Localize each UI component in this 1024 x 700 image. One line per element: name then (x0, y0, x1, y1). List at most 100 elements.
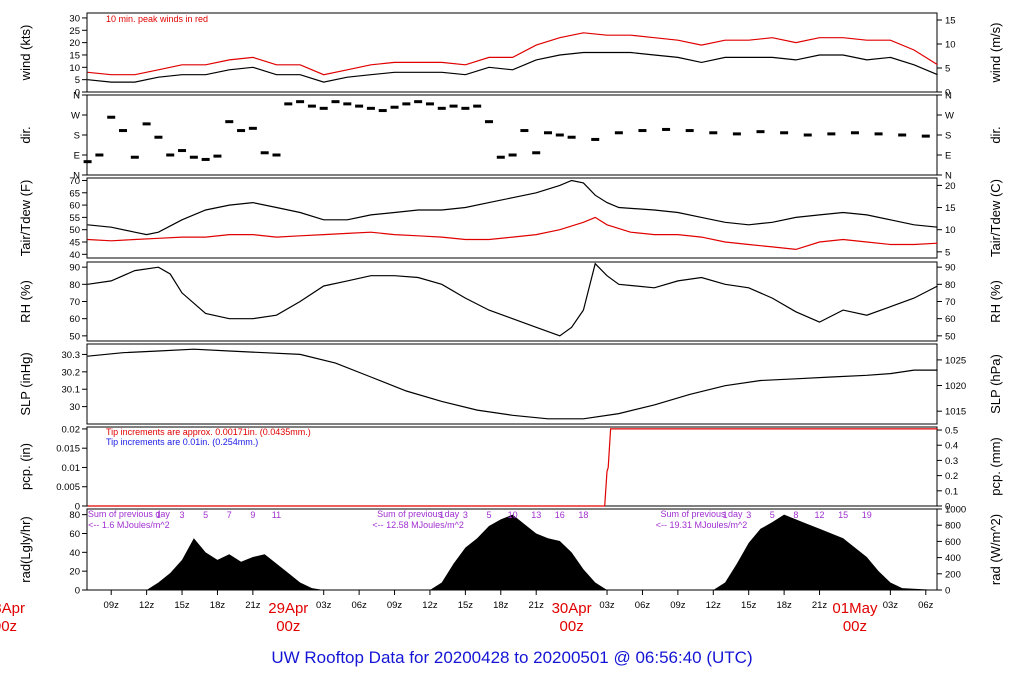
sun-hour-label: 1 (723, 510, 728, 520)
y-tick-label-right: 1020 (945, 381, 966, 392)
tip-note: Tip increments are approx. 0.00171in. (0… (106, 427, 311, 437)
series-line-red (87, 216, 938, 251)
y-tick-label-right: 15 (945, 203, 956, 214)
dir-mark (732, 132, 741, 136)
y-tick-label-right: 70 (945, 297, 956, 308)
sun-hour-label: 1 (439, 510, 444, 520)
y-tick-label: 80 (69, 280, 80, 291)
y-tick-label-right: 600 (945, 537, 961, 548)
sun-hour-label: 5 (486, 510, 491, 520)
day-label-time: 00z (276, 618, 300, 635)
y-tick-label: 0.01 (62, 463, 81, 474)
dir-mark (544, 131, 553, 135)
x-tick-label: 12z (422, 600, 438, 611)
y-tick-label: S (74, 131, 80, 142)
x-tick-label: 12z (706, 600, 722, 611)
y-tick-label-right: 1015 (945, 407, 966, 418)
dir-mark (473, 104, 482, 108)
y-tick-label: 30.1 (62, 385, 81, 396)
dir-mark (248, 126, 257, 130)
day-label-time: 00z (843, 618, 867, 635)
y-tick-label: 80 (69, 510, 80, 521)
y-tick-label: 30 (69, 402, 80, 413)
daily-sum-label: Sum of previous day (660, 509, 743, 519)
y-tick-label-right: 200 (945, 569, 961, 580)
dir-mark (237, 129, 246, 133)
wind-annotation: 10 min. peak winds in red (106, 14, 208, 24)
dir-mark (662, 127, 671, 131)
y-tick-label-right: 10 (945, 225, 956, 236)
dir-mark (803, 133, 812, 137)
y-tick-label-right: 0 (945, 502, 950, 513)
chart-title: UW Rooftop Data for 20200428 to 20200501… (271, 648, 753, 667)
dir-mark (284, 102, 293, 106)
dir-mark (355, 104, 364, 108)
x-tick-label: 18z (210, 600, 226, 611)
y-axis-label-right: pcp. (mm) (988, 437, 1003, 496)
dir-mark (614, 131, 623, 135)
dir-mark (130, 155, 139, 159)
y-tick-label-right: 0 (945, 586, 950, 597)
y-tick-label: N (73, 171, 80, 182)
dir-mark (307, 104, 316, 108)
dir-mark (850, 131, 859, 135)
y-axis-label-right: RH (%) (988, 280, 1003, 323)
y-tick-label: 40 (69, 548, 80, 559)
y-tick-label-right: 60 (945, 314, 956, 325)
x-tick-label: 21z (812, 600, 828, 611)
dir-mark (532, 151, 541, 155)
sun-hour-label: 11 (272, 510, 281, 520)
dir-mark (827, 132, 836, 136)
sun-hour-label: 12 (815, 510, 825, 520)
x-tick-label: 21z (529, 600, 545, 611)
dir-mark (555, 133, 564, 137)
dir-mark (378, 109, 387, 113)
radiation-area (87, 514, 938, 590)
daily-sum-value: <-- 19.31 MJoules/m^2 (656, 520, 748, 530)
y-tick-label: 50 (69, 225, 80, 236)
y-tick-label: 70 (69, 297, 80, 308)
dir-mark (567, 135, 576, 139)
series-line-red (87, 428, 938, 507)
dir-mark (874, 132, 883, 136)
dir-mark (154, 135, 163, 139)
x-tick-label: 03z (599, 600, 615, 611)
y-tick-label-right: 50 (945, 331, 956, 342)
sun-hour-label: 5 (770, 510, 775, 520)
sun-hour-label: 9 (250, 510, 255, 520)
dir-mark (496, 155, 505, 159)
y-axis-label-right: Tair/Tdew (C) (988, 179, 1003, 257)
x-tick-label: 09z (104, 600, 120, 611)
daily-sum-value: <-- 12.58 MJoules/m^2 (372, 520, 464, 530)
y-tick-label: 0 (75, 586, 80, 597)
dir-mark (449, 104, 458, 108)
daily-sum-value: <-- 1.6 MJoules/m^2 (88, 520, 170, 530)
dir-mark (166, 153, 175, 157)
dir-mark (272, 153, 281, 157)
y-tick-label: 60 (69, 529, 80, 540)
y-tick-label: 30 (69, 13, 80, 24)
y-tick-label: 5 (75, 75, 80, 86)
series-line-black (87, 348, 938, 420)
y-axis-label: pcp. (in) (18, 443, 33, 490)
day-label-date: 29Apr (268, 600, 308, 617)
x-tick-label: 15z (174, 600, 190, 611)
dir-mark (343, 102, 352, 106)
dir-mark (685, 129, 694, 133)
panel-frame (86, 343, 938, 425)
y-tick-label: 90 (69, 263, 80, 274)
y-tick-label: 0.005 (56, 482, 80, 493)
sun-hour-label: 7 (227, 510, 232, 520)
x-tick-label: 09z (670, 600, 686, 611)
y-tick-label-right: 1000 (945, 505, 966, 516)
x-tick-label: 21z (245, 600, 261, 611)
y-tick-label: E (74, 151, 80, 162)
y-tick-label: 20 (69, 567, 80, 578)
y-tick-label-right: N (945, 171, 952, 182)
x-tick-label: 06z (918, 600, 934, 611)
x-tick-label: 15z (458, 600, 474, 611)
y-tick-label-right: 0.3 (945, 456, 958, 467)
sun-hour-label: 10 (508, 510, 518, 520)
y-tick-label: 30.2 (62, 367, 81, 378)
